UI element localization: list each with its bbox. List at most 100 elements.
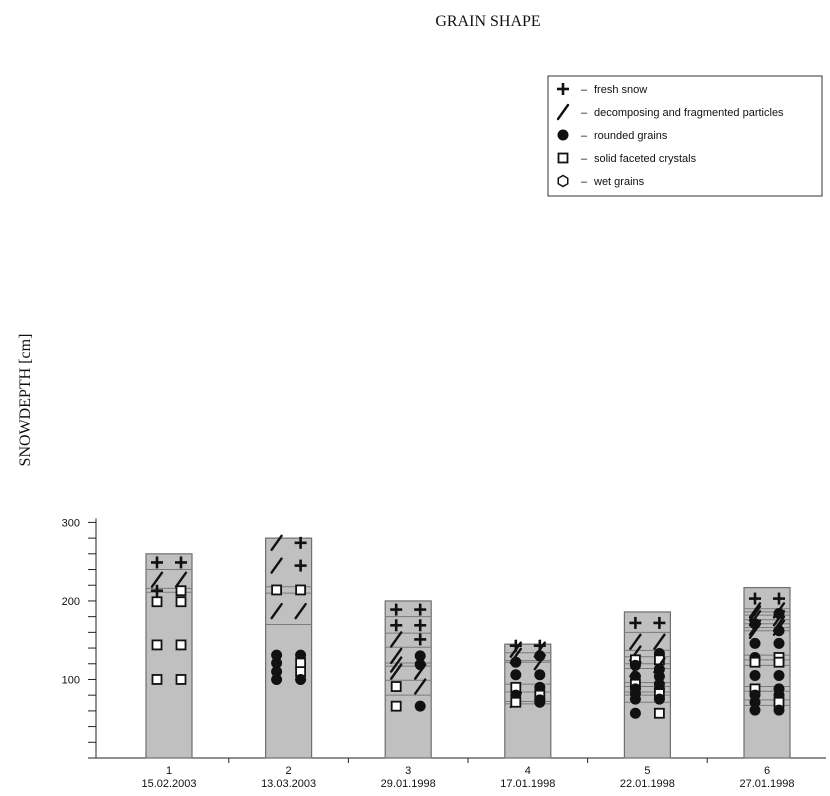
legend-item-square: – solid faceted crystals	[557, 152, 697, 165]
rounded-grain-symbol	[629, 659, 641, 671]
y-axis-label: SNOWDEPTH [cm]	[17, 334, 34, 467]
legend: – fresh snow– decomposing and fragmented p…	[547, 75, 823, 197]
rounded-grain-symbol	[534, 669, 546, 681]
legend-item-plus: – fresh snow	[557, 83, 647, 96]
fresh-snow-symbol	[390, 603, 403, 616]
legend-dash: –	[581, 84, 588, 96]
x-category-date: 13.03.2003	[261, 778, 316, 790]
fresh-snow-symbol	[773, 592, 785, 605]
x-category-date: 27.01.1998	[739, 778, 794, 790]
profile-5	[623, 611, 672, 759]
x-category-number: 3	[405, 765, 411, 777]
decomposing-symbol	[653, 633, 666, 650]
faceted-crystal-symbol	[175, 674, 187, 685]
rounded-grain-symbol	[534, 696, 546, 708]
rounded-grain-symbol	[773, 670, 785, 682]
decomposing-symbol	[294, 602, 307, 620]
legend-slash-icon	[556, 103, 570, 121]
decomposing-symbol	[414, 663, 427, 680]
x-category-number: 6	[764, 765, 770, 777]
chart-title: GRAIN SHAPE	[435, 13, 540, 30]
faceted-crystal-symbol	[295, 657, 307, 669]
profile-bar	[265, 537, 313, 759]
rounded-grain-symbol	[510, 669, 522, 681]
decomposing-symbol	[150, 571, 164, 588]
fresh-snow-symbol	[175, 556, 187, 569]
decomposing-symbol	[748, 619, 762, 636]
y-tick-label: 200	[62, 596, 80, 608]
x-category-date: 29.01.1998	[381, 778, 436, 790]
faceted-crystal-symbol	[510, 696, 522, 708]
rounded-grain-symbol	[629, 693, 641, 705]
faceted-crystal-symbol	[175, 596, 187, 608]
profile-4	[504, 639, 552, 759]
legend-item-slash: – decomposing and fragmented particles	[556, 103, 784, 121]
fresh-snow-symbol	[414, 619, 427, 632]
decomposing-symbol	[533, 653, 546, 671]
rounded-grain-symbol	[629, 707, 641, 719]
decomposing-symbol	[390, 647, 403, 665]
decomposing-symbol	[629, 633, 642, 650]
rounded-grain-symbol	[271, 657, 283, 669]
decomposing-symbol	[390, 631, 403, 648]
faceted-crystal-symbol	[749, 656, 761, 668]
rounded-grain-symbol	[749, 696, 761, 708]
legend-dash: –	[581, 176, 588, 188]
faceted-crystal-symbol	[271, 584, 283, 596]
x-category-date: 15.02.2003	[141, 778, 196, 790]
decomposing-symbol	[748, 622, 762, 639]
rounded-grain-symbol	[749, 637, 761, 649]
rounded-grain-symbol	[414, 700, 426, 712]
y-tick-label: 100	[62, 674, 80, 686]
legend-dash: –	[581, 153, 588, 165]
y-tick-label: 300	[62, 517, 80, 529]
decomposing-symbol	[748, 602, 762, 619]
legend-item-hexagon: – wet grains	[557, 174, 645, 188]
legend-label: solid faceted crystals	[594, 153, 697, 165]
decomposing-symbol	[270, 557, 283, 574]
rounded-grain-symbol	[271, 649, 283, 661]
decomposing-symbol	[270, 602, 283, 620]
decomposing-symbol	[390, 656, 403, 673]
decomposing-symbol	[414, 678, 427, 695]
x-axis-labels: 115.02.2003 213.03.2003 329.01.1998 417.01.…	[141, 765, 794, 790]
legend-dash: –	[581, 107, 588, 119]
rounded-grain-symbol	[271, 666, 283, 678]
x-category-date: 17.01.1998	[500, 778, 555, 790]
x-category-date: 22.01.1998	[620, 778, 675, 790]
profile-bar	[384, 600, 432, 759]
faceted-crystal-symbol	[295, 584, 307, 596]
rounded-grain-symbol	[510, 656, 522, 668]
snow-profiles	[145, 534, 791, 759]
rounded-grain-symbol	[653, 670, 665, 682]
rounded-grain-symbol	[773, 637, 785, 649]
x-category-number: 1	[166, 765, 172, 777]
legend-hexagon-icon	[557, 174, 569, 188]
rounded-grain-symbol	[414, 650, 426, 662]
legend-box	[547, 75, 823, 197]
axes: 100 200 300	[62, 517, 826, 763]
decomposing-symbol	[174, 571, 188, 588]
decomposing-symbol	[772, 610, 786, 627]
rounded-grain-symbol	[653, 693, 665, 705]
decomposing-symbol	[270, 534, 283, 552]
rounded-grain-symbol	[773, 625, 785, 637]
faceted-crystal-symbol	[151, 596, 163, 608]
legend-label: rounded grains	[594, 130, 668, 142]
rounded-grain-symbol	[749, 670, 761, 682]
legend-label: fresh snow	[594, 84, 647, 96]
faceted-crystal-symbol	[654, 707, 665, 719]
faceted-crystal-symbol	[390, 681, 402, 692]
faceted-crystal-symbol	[390, 700, 402, 712]
faceted-crystal-symbol	[773, 656, 785, 668]
fresh-snow-symbol	[390, 619, 403, 632]
faceted-crystal-symbol	[151, 639, 163, 651]
faceted-crystal-symbol	[175, 639, 187, 651]
profile-6	[743, 586, 791, 759]
legend-label: wet grains	[593, 176, 645, 188]
rounded-grain-symbol	[773, 704, 785, 716]
rounded-grain-symbol	[295, 673, 307, 685]
profile-3	[384, 600, 432, 759]
